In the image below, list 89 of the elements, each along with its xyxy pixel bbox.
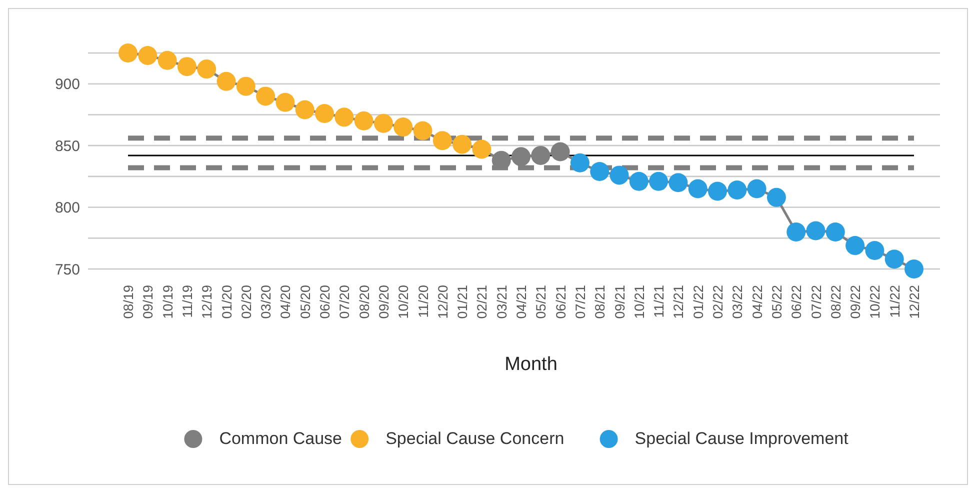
legend-label: Common Cause: [219, 429, 342, 448]
x-tick-label: 09/22: [848, 285, 864, 319]
y-tick-label: 850: [54, 138, 80, 155]
point: [413, 121, 432, 140]
x-axis-title: Month: [504, 354, 558, 375]
point: [629, 172, 648, 191]
point: [826, 222, 845, 242]
point: [728, 180, 747, 200]
point: [688, 179, 708, 198]
x-tick-label: 10/19: [160, 285, 176, 319]
x-tick-label: 01/21: [455, 285, 470, 319]
point: [531, 146, 550, 165]
point: [610, 166, 629, 185]
x-tick-label: 11/20: [416, 285, 431, 318]
point: [315, 104, 334, 123]
point: [846, 236, 865, 256]
x-tick-label: 08/19: [121, 285, 136, 319]
point: [649, 172, 668, 191]
point: [432, 131, 452, 150]
point: [197, 60, 216, 79]
point: [904, 260, 924, 278]
point: [747, 179, 766, 198]
x-tick-label: 01/22: [690, 285, 706, 319]
point: [216, 72, 236, 91]
x-tick-label: 12/19: [200, 285, 215, 319]
x-tick-label: 01/20: [219, 285, 234, 319]
point: [512, 147, 530, 166]
x-tick-label: 03/21: [494, 285, 510, 319]
x-tick-label: 08/22: [828, 285, 844, 319]
point: [766, 188, 786, 207]
y-tick-label: 750: [54, 261, 80, 278]
x-tick-label: 07/20: [337, 285, 352, 319]
point: [177, 57, 196, 76]
point: [452, 134, 472, 154]
point: [806, 221, 826, 240]
point: [295, 100, 314, 120]
point: [158, 50, 177, 70]
x-tick-label: 06/20: [318, 285, 332, 319]
x-tick-label: 03/22: [730, 285, 746, 319]
x-tick-label: 08/21: [592, 285, 608, 319]
y-tick-label: 900: [54, 76, 80, 94]
x-tick-label: 09/19: [140, 285, 156, 319]
x-tick-label: 07/21: [572, 285, 588, 319]
x-tick-label: 12/20: [435, 285, 450, 319]
point: [334, 108, 354, 127]
point: [394, 118, 413, 137]
point: [138, 46, 158, 65]
x-tick-label: 02/20: [238, 285, 254, 319]
x-tick-label: 06/22: [789, 285, 804, 319]
x-tick-label: 11/21: [652, 285, 667, 318]
x-tick-label: 05/21: [534, 285, 549, 319]
point: [118, 44, 138, 62]
x-tick-label: 02/21: [474, 285, 490, 319]
point: [550, 142, 570, 162]
x-tick-label: 04/22: [750, 285, 765, 319]
point: [276, 92, 295, 112]
x-tick-label: 02/22: [710, 285, 726, 319]
x-tick-label: 06/21: [553, 285, 568, 319]
point: [865, 240, 884, 260]
y-tick-label: 800: [54, 200, 80, 217]
point: [472, 140, 492, 159]
x-tick-label: 05/22: [769, 285, 784, 319]
x-tick-label: 04/21: [514, 285, 529, 319]
x-tick-label: 10/20: [396, 285, 412, 319]
point: [570, 153, 590, 172]
point: [354, 111, 374, 130]
x-tick-label: 08/20: [356, 285, 372, 319]
point: [668, 173, 688, 192]
x-tick-label: 09/21: [612, 285, 628, 319]
point: [236, 76, 256, 96]
legend-label: Special Cause Concern: [386, 429, 564, 448]
point: [708, 182, 727, 201]
x-tick-label: 10/21: [632, 285, 647, 319]
x-tick-label: 12/22: [907, 285, 922, 319]
x-tick-label: 07/22: [808, 285, 824, 319]
x-tick-label: 05/20: [298, 285, 313, 319]
point: [884, 250, 904, 269]
x-tick-label: 09/20: [376, 285, 392, 319]
point: [786, 222, 806, 242]
x-tick-label: 12/21: [671, 285, 686, 319]
x-tick-label: 11/19: [180, 285, 195, 318]
x-tick-label: 03/20: [258, 285, 274, 319]
x-tick-label: 10/22: [868, 285, 883, 319]
x-tick-label: 04/20: [278, 285, 294, 319]
x-tick-label: 11/22: [887, 285, 902, 318]
point: [590, 162, 610, 181]
point: [256, 86, 276, 106]
legend-label: Special Cause Improvement: [634, 429, 849, 448]
point: [374, 114, 393, 133]
